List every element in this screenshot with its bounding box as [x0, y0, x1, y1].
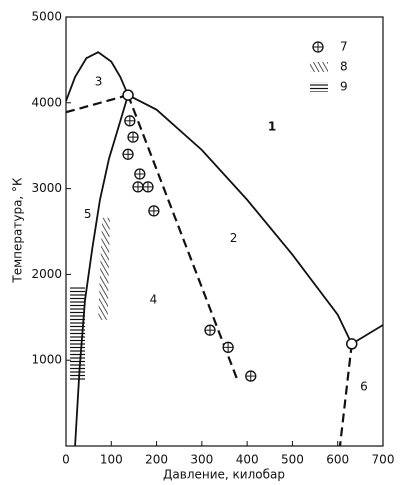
x-tick-label: 300	[190, 453, 213, 467]
legend-symbol	[312, 41, 324, 53]
phase-boundary	[338, 343, 353, 447]
phase-boundary	[65, 94, 129, 114]
x-tick-label: 700	[372, 453, 395, 467]
region-label: 1	[268, 119, 276, 133]
y-axis-label: Температура, °К	[11, 177, 25, 284]
x-axis-label: Давление, килобар	[163, 468, 285, 482]
region-label: 4	[150, 293, 158, 307]
x-tick-label: 100	[100, 453, 123, 467]
x-tick-label: 600	[326, 453, 349, 467]
phase-boundary	[351, 324, 384, 345]
data-point	[127, 131, 139, 143]
legend-label: 7	[340, 40, 348, 54]
x-tick-label: 200	[145, 453, 168, 467]
triple-point	[346, 338, 358, 350]
data-point	[245, 370, 257, 382]
phase-boundary	[65, 51, 129, 102]
hatched-region	[98, 217, 110, 320]
data-point	[122, 148, 134, 160]
legend-label: 9	[340, 80, 348, 94]
data-point	[204, 324, 216, 336]
data-point	[142, 181, 154, 193]
phase-boundary	[127, 94, 353, 345]
phase-boundary	[74, 94, 129, 447]
y-tick-label: 3000	[31, 181, 62, 195]
data-point	[222, 341, 234, 353]
y-tick-label: 5000	[31, 10, 62, 24]
x-tick-label: 500	[281, 453, 304, 467]
data-point	[132, 181, 144, 193]
data-point	[124, 115, 136, 127]
y-tick-label: 1000	[31, 353, 62, 367]
triple-point	[122, 89, 134, 101]
data-point	[148, 205, 160, 217]
region-label: 5	[84, 207, 92, 221]
phase-boundary	[127, 94, 238, 379]
legend-label: 8	[340, 60, 348, 74]
legend-swatch	[310, 82, 328, 92]
data-point	[134, 168, 146, 180]
x-tick-label: 0	[62, 453, 70, 467]
plot-frame	[65, 16, 384, 447]
region-label: 2	[230, 231, 238, 245]
region-label: 3	[95, 75, 103, 89]
x-tick-label: 400	[236, 453, 259, 467]
region-label: 6	[360, 379, 368, 393]
legend-swatch	[310, 62, 328, 72]
y-tick-label: 4000	[31, 95, 62, 109]
y-tick-label: 2000	[31, 267, 62, 281]
